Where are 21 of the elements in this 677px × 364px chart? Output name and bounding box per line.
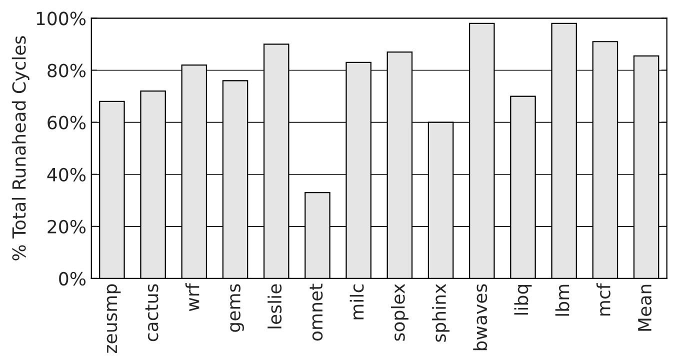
x-tick-label: omnet <box>310 284 323 341</box>
x-tick-label: Mean <box>638 284 652 331</box>
x-tick-label: lbm <box>555 284 570 316</box>
y-tick-label: 60% <box>48 116 86 130</box>
y-tick-label: 40% <box>47 168 86 182</box>
x-tick-label: gems <box>230 284 244 332</box>
x-tick-label: bwaves <box>473 284 488 350</box>
x-tick-label: sphinx <box>432 284 450 342</box>
x-tick-label: leslie <box>268 284 282 328</box>
x-tick-label: mcf <box>596 282 610 316</box>
x-tick-label: cactus <box>145 284 158 342</box>
x-tick-label: zeusmp <box>106 284 121 354</box>
x-tick-label: milc <box>350 284 364 320</box>
y-tick-label: 0% <box>59 272 86 286</box>
x-tick-label: libq <box>514 284 532 315</box>
y-axis-title: % Total Runahead Cycles <box>12 36 30 260</box>
y-tick-label: 20% <box>48 220 86 234</box>
x-tick-label: wrf <box>185 282 200 312</box>
x-tick-label: soplex <box>390 284 408 341</box>
y-tick-label: 80% <box>48 64 86 78</box>
y-tick-label: 100% <box>36 12 86 26</box>
